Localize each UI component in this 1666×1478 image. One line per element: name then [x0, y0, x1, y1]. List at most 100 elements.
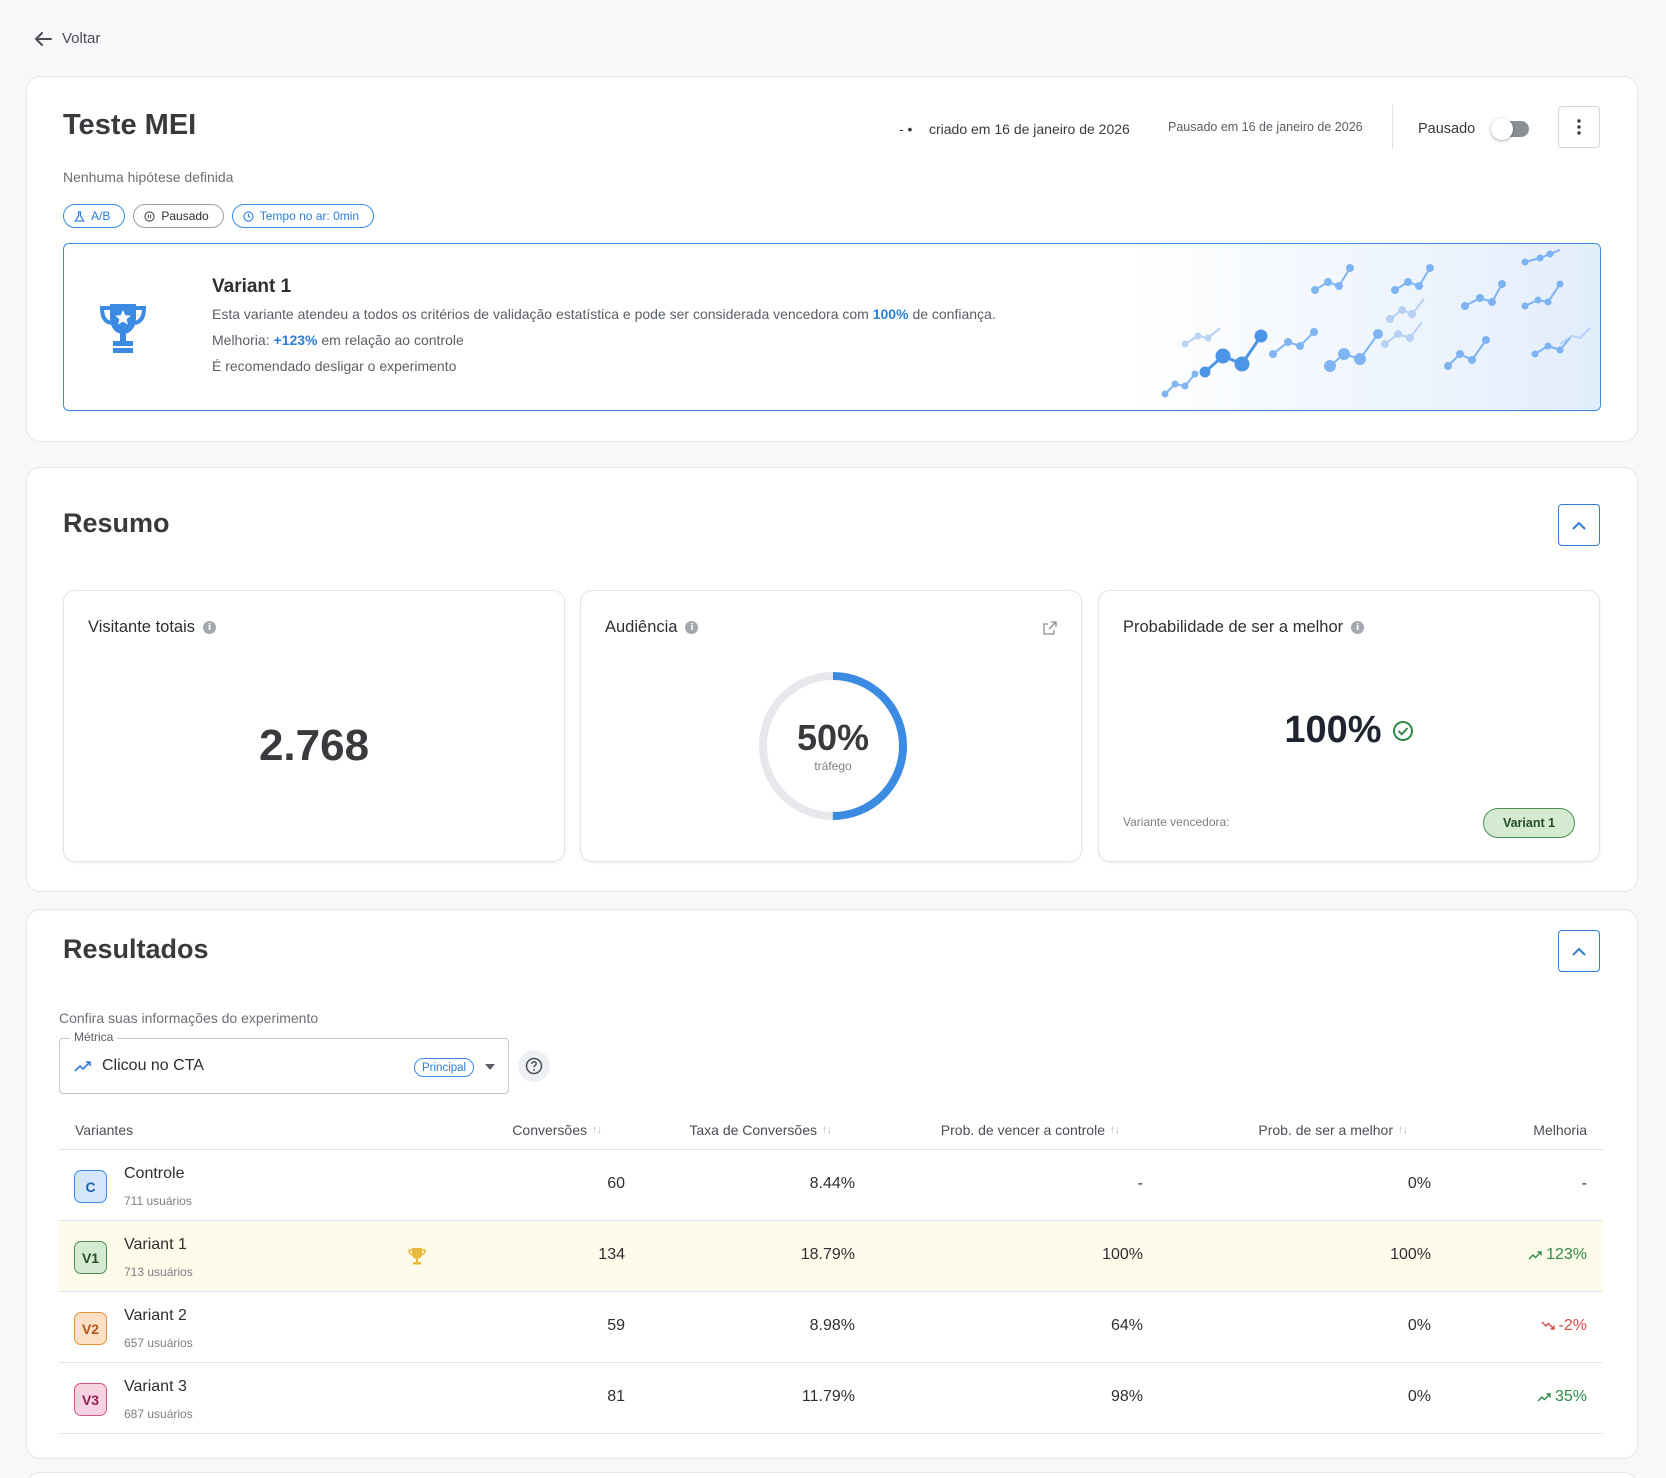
sort-icon: ↑↓ [1110, 1124, 1120, 1136]
more-vertical-icon [1577, 119, 1581, 135]
audience-stat-card: Audiência i 50% tráfego [580, 590, 1082, 862]
sort-icon: ↑↓ [1398, 1124, 1408, 1136]
chevron-up-icon [1572, 947, 1586, 956]
improvement-cell: 35% [1537, 1388, 1587, 1406]
winner-recommendation-text: É recomendado desligar o experimento [212, 358, 457, 374]
improvement-cell: - [1581, 1175, 1587, 1192]
check-circle-icon [1392, 720, 1413, 741]
best-cell: 100% [1390, 1246, 1431, 1263]
uptime-chip: Tempo no ar: 0min [231, 204, 375, 228]
page-title: Teste MEI [63, 109, 197, 141]
header-divider [1392, 105, 1393, 149]
results-title: Resultados [63, 934, 209, 964]
variant-badge: V2 [74, 1312, 107, 1345]
visitors-label: Visitante totais [88, 618, 196, 636]
sort-icon: ↑↓ [822, 1124, 832, 1136]
info-icon[interactable]: i [203, 621, 217, 634]
results-collapse-button[interactable] [1558, 930, 1600, 972]
winner-confidence-text: Esta variante atendeu a todos os critéri… [212, 306, 996, 322]
summary-card: Resumo Visitante totais i 2.768 Audiência… [26, 467, 1638, 892]
variant-users: 711 usuários [124, 1194, 192, 1208]
variant-badge: C [74, 1170, 107, 1203]
info-icon[interactable]: i [685, 621, 699, 634]
winner-badge: Variant 1 [1483, 808, 1575, 838]
audience-sub: tráfego [814, 759, 852, 773]
variant-name: Variant 2 [124, 1307, 187, 1324]
col-rate[interactable]: Taxa de Conversões ↑↓ [689, 1122, 832, 1138]
best-cell: 0% [1407, 1317, 1431, 1334]
metric-legend: Métrica [70, 1030, 118, 1044]
improvement-cell: -2% [1541, 1317, 1587, 1335]
metric-select[interactable]: Métrica Clicou no CTA Principal [59, 1030, 509, 1094]
beat-control-cell: - [1137, 1175, 1143, 1192]
table-row[interactable]: V3 Variant 3 687 usuários 81 11.79% 98% … [59, 1363, 1603, 1434]
col-variants: Variantes [75, 1122, 134, 1138]
arrow-left-icon [35, 31, 52, 46]
chevron-down-icon [485, 1064, 495, 1070]
status-toggle[interactable] [1491, 118, 1529, 140]
experiment-card: Teste MEI - • criado em 16 de janeiro de… [26, 76, 1638, 442]
type-chip: A/B [63, 204, 126, 228]
col-beat-control[interactable]: Prob. de vencer a controle ↑↓ [940, 1122, 1120, 1138]
variant-badge: V3 [74, 1383, 107, 1416]
variant-badge: V1 [74, 1241, 107, 1274]
best-cell: 0% [1407, 1175, 1431, 1192]
visitors-value: 2.768 [258, 721, 370, 770]
created-dots: - • [899, 121, 913, 137]
status-chip: Pausado [133, 204, 224, 228]
table-row[interactable]: V1 Variant 1 713 usuários 134 18.79% 100… [59, 1221, 1603, 1292]
trophy-icon [408, 1248, 426, 1265]
best-prob-label: Probabilidade de ser a melhor [1123, 618, 1344, 636]
back-link[interactable]: Voltar [34, 30, 100, 47]
variant-users: 687 usuários [124, 1407, 193, 1421]
rate-cell: 8.44% [809, 1175, 855, 1192]
info-icon[interactable]: i [1351, 621, 1365, 634]
results-subtitle: Confira suas informações do experimento [59, 1010, 319, 1026]
trending-down-icon [1541, 1321, 1555, 1330]
col-conversions[interactable]: Conversões ↑↓ [512, 1122, 602, 1138]
trending-up-icon [74, 1061, 91, 1072]
back-label: Voltar [62, 30, 101, 47]
banner-decoration [1130, 244, 1600, 410]
col-best[interactable]: Prob. de ser a melhor ↑↓ [1258, 1122, 1408, 1138]
conversions-cell: 59 [607, 1317, 625, 1334]
best-prob-stat-card: Probabilidade de ser a melhor i 100% Vari… [1098, 590, 1600, 862]
trending-up-icon [1528, 1251, 1542, 1260]
clock-icon [243, 210, 254, 222]
external-link-icon[interactable] [1043, 621, 1057, 635]
pause-circle-icon [144, 210, 155, 222]
rate-cell: 11.79% [801, 1388, 855, 1405]
summary-collapse-button[interactable] [1558, 504, 1600, 546]
audience-label: Audiência [605, 618, 678, 636]
conversions-cell: 81 [607, 1388, 625, 1405]
best-cell: 0% [1407, 1388, 1431, 1405]
variant-name: Controle [124, 1165, 185, 1182]
results-table-header: Variantes Conversões ↑↓ Taxa de Conversõe… [59, 1118, 1603, 1150]
visitors-stat-card: Visitante totais i 2.768 [63, 590, 565, 862]
beat-control-cell: 100% [1102, 1246, 1143, 1263]
created-date: criado em 16 de janeiro de 2026 [929, 121, 1130, 137]
paused-date: Pausado em 16 de janeiro de 2026 [1168, 120, 1363, 134]
best-prob-value: 100% [1284, 709, 1382, 751]
status-label: Pausado [1418, 121, 1476, 137]
metric-value: Clicou no CTA [102, 1057, 204, 1074]
table-row[interactable]: C Controle 711 usuários 60 8.44% - 0% - [59, 1150, 1603, 1221]
col-improvement: Melhoria [1533, 1122, 1587, 1138]
rate-cell: 8.98% [809, 1317, 855, 1334]
variant-users: 713 usuários [124, 1265, 193, 1279]
variant-name: Variant 1 [124, 1236, 187, 1253]
chevron-up-icon [1572, 521, 1586, 530]
winner-label: Variante vencedora: [1123, 815, 1230, 829]
hypothesis-text: Nenhuma hipótese definida [63, 169, 234, 185]
metric-tag: Principal [414, 1058, 475, 1077]
table-row[interactable]: V2 Variant 2 657 usuários 59 8.98% 64% 0… [59, 1292, 1603, 1363]
winner-banner: Variant 1 Esta variante atendeu a todos … [63, 243, 1601, 411]
winner-variant-name: Variant 1 [212, 276, 292, 297]
help-button[interactable] [518, 1050, 550, 1082]
conversions-cell: 60 [607, 1175, 625, 1192]
variant-users: 657 usuários [124, 1336, 193, 1350]
beat-control-cell: 64% [1110, 1317, 1143, 1334]
more-options-button[interactable] [1558, 106, 1600, 148]
sort-icon: ↑↓ [592, 1124, 602, 1136]
audience-value: 50% [796, 717, 870, 758]
